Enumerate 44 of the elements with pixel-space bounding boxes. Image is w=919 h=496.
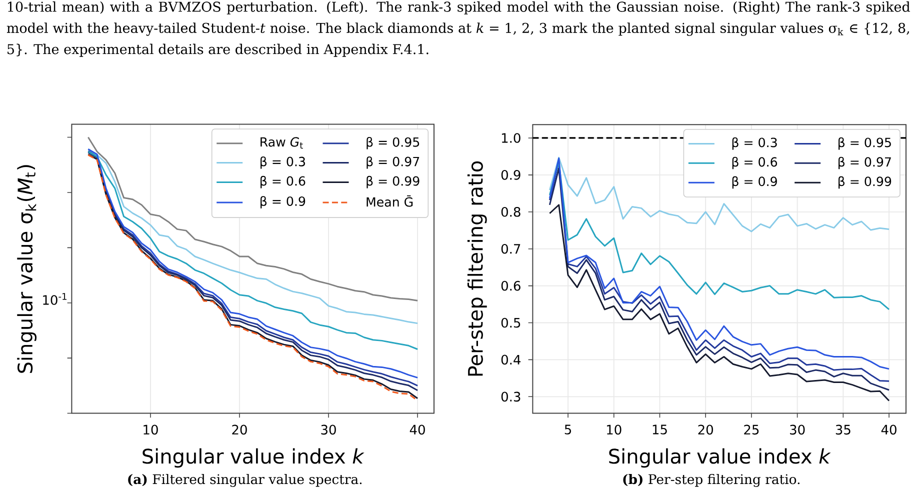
y-axis-title: Per-step filtering ratio — [467, 161, 487, 376]
legend-label: β = 0.9 — [260, 196, 306, 208]
x-axis-title: Singular value index k — [142, 448, 364, 468]
y-tick-label: 1.0 — [502, 133, 520, 143]
y-tick-label: 0.9 — [501, 170, 520, 180]
y-axis-title: Singular value σ$_{k}$(M$_{t}$) — [17, 165, 37, 373]
text: (b) Per-step filtering ratio. — [623, 474, 800, 487]
y-tick-label: 0.3 — [501, 392, 520, 402]
y-tick-label: 0.5 — [501, 318, 520, 328]
legend-label: β = 0.97 — [366, 156, 420, 169]
x-tick-label: 20 — [232, 424, 247, 435]
x-tick-label: 20 — [698, 424, 713, 435]
legend-label: β = 0.97 — [838, 156, 891, 170]
text: (a) Filtered singular value spectra. — [128, 474, 362, 487]
legend-label: β = 0.3 — [732, 137, 777, 150]
legend-label: β = 0.95 — [366, 137, 420, 150]
x-tick-label: 30 — [321, 424, 336, 435]
x-tick-label: 40 — [410, 424, 425, 435]
legend-label: β = 0.6 — [260, 176, 306, 188]
x-tick-label: 10 — [607, 424, 622, 435]
y-tick-label: 0.7 — [501, 244, 520, 254]
text: 10$^{-1}$ — [43, 293, 66, 305]
x-tick-label: 15 — [652, 424, 667, 434]
legend-label: Mean Ḡ — [366, 195, 413, 207]
x-tick-label: 25 — [744, 424, 759, 435]
line-series — [548, 156, 890, 232]
x-axis-title: Singular value index k — [609, 448, 831, 468]
y-tick-label: 0.4 — [501, 354, 520, 365]
text: 10-trial mean) with a BVMZOS perturbation. (Left). The rank-3 spiked model with the Gaussian noise. (Right) The rank-3 spiked model with the heavy-tailed Student-t noise. The black diamonds at k = 1, 2, 3 mark the planted signal singular values σ$_{k}$ ∈ {12, 8, 5}. The experimental details are described in Appendix F.4.1. — [6, 1, 910, 57]
legend-label: β = 0.9 — [732, 176, 777, 189]
legend-label: β = 0.99 — [838, 176, 892, 189]
legend-label: Raw G$_{t}$ — [260, 137, 303, 149]
legend-label: β = 0.95 — [838, 137, 891, 150]
x-tick-label: 10 — [144, 424, 158, 435]
line-series — [548, 204, 890, 402]
legend-label: β = 0.3 — [260, 156, 306, 169]
legend-label: β = 0.6 — [732, 156, 778, 170]
x-tick-label: 5 — [564, 424, 571, 434]
y-tick-label: 0.6 — [501, 280, 520, 291]
x-tick-label: 30 — [790, 424, 805, 435]
x-tick-label: 40 — [881, 424, 896, 435]
x-tick-label: 35 — [836, 424, 850, 435]
legend-label: β = 0.99 — [366, 176, 420, 188]
y-tick-label: 0.8 — [501, 206, 520, 217]
